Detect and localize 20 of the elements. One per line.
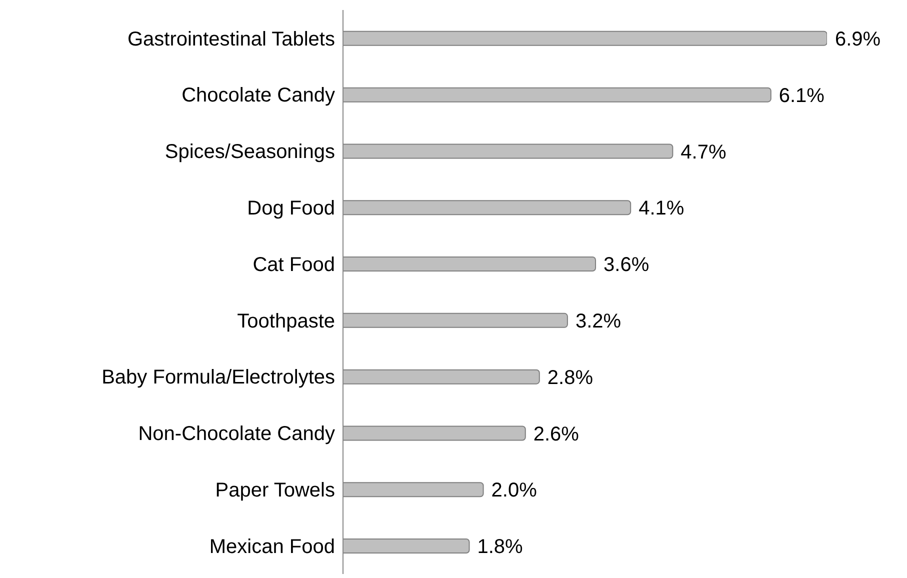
y-tick-label: Chocolate Candy: [182, 84, 335, 107]
y-tick-label: Baby Formula/Electrolytes: [102, 366, 335, 389]
data-label: 4.7%: [680, 141, 726, 164]
data-label: 4.1%: [638, 198, 684, 220]
data-label: 3.6%: [604, 254, 650, 276]
y-tick-label: Toothpaste: [237, 310, 335, 332]
data-label: 2.8%: [547, 366, 594, 389]
data-label: 6.9%: [835, 28, 881, 51]
data-label: 3.2%: [575, 310, 622, 333]
y-tick-label: Spices/Seasonings: [164, 141, 335, 164]
y-tick-label: Non-Chocolate Candy: [138, 423, 335, 446]
data-label: 6.1%: [778, 84, 825, 107]
y-tick-label: Gastrointestinal Tablets: [127, 28, 335, 50]
y-tick-label: Mexican Food: [209, 536, 335, 558]
data-label: 2.6%: [533, 423, 580, 446]
data-label: 1.8%: [477, 536, 524, 558]
y-tick-label: Dog Food: [247, 198, 335, 220]
y-tick-label: Paper Towels: [215, 480, 335, 502]
y-tick-label: Cat Food: [252, 254, 335, 276]
data-label: 2.0%: [491, 480, 538, 502]
